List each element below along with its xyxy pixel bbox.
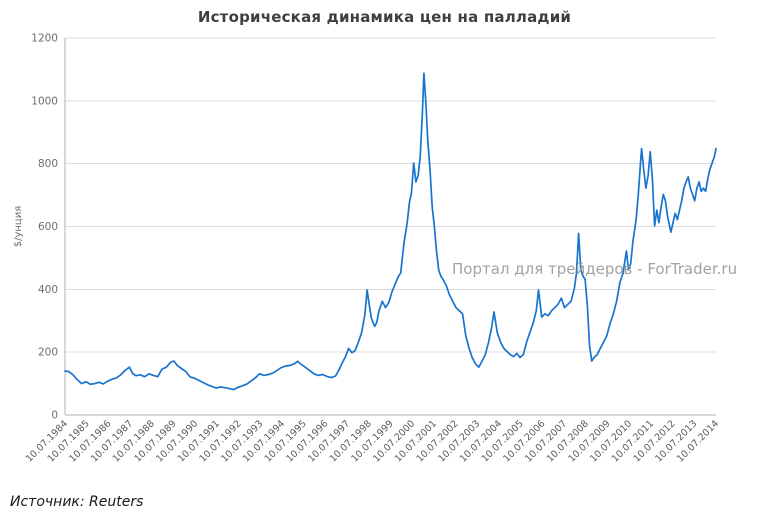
- source-note: Источник: Reuters: [10, 494, 144, 510]
- chart-title: Историческая динамика цен на палладий: [197, 8, 572, 26]
- svg-text:1200: 1200: [31, 33, 58, 45]
- svg-text:400: 400: [38, 284, 58, 296]
- watermark-text: Портал для трейдеров - ForTrader.ru: [452, 260, 738, 278]
- svg-text:800: 800: [38, 158, 58, 170]
- svg-text:600: 600: [38, 221, 58, 233]
- svg-text:200: 200: [38, 347, 58, 359]
- svg-text:1000: 1000: [31, 95, 58, 107]
- svg-text:$/унция: $/унция: [13, 206, 24, 248]
- svg-text:0: 0: [51, 410, 58, 422]
